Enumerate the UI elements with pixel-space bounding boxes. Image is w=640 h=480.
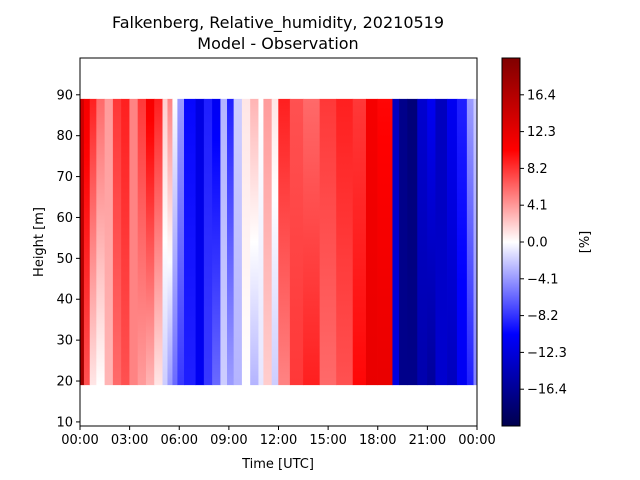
- heatmap-column: [121, 98, 130, 386]
- y-tick-label: 30: [56, 334, 73, 349]
- x-tick-label: 15:00: [309, 433, 346, 448]
- heatmap-column: [473, 98, 478, 386]
- heatmap-column: [271, 98, 279, 386]
- heatmap-column: [96, 98, 106, 386]
- heatmap-column: [203, 98, 213, 386]
- x-tick-label: 18:00: [359, 433, 396, 448]
- heatmap-column: [195, 98, 205, 386]
- heatmap-column: [212, 98, 221, 386]
- heatmap-column: [154, 98, 163, 386]
- heatmap-column: [162, 98, 168, 386]
- heatmap-column: [79, 98, 85, 386]
- colorbar-tick-label: 4.1: [527, 199, 548, 214]
- y-tick-label: 60: [56, 211, 73, 226]
- heatmap-column: [278, 98, 291, 386]
- heatmap-column: [399, 98, 408, 386]
- heatmap-column: [227, 98, 235, 386]
- heatmap-column: [289, 98, 304, 386]
- heatmap-column: [184, 98, 196, 386]
- heatmap-column: [220, 98, 228, 386]
- heatmap-column: [89, 98, 97, 386]
- colorbar-tick-label: 0.0: [527, 236, 548, 251]
- heatmap-column: [466, 98, 474, 386]
- colorbar-tick-label: −12.3: [527, 346, 567, 361]
- heatmap-column: [83, 98, 91, 386]
- heatmap-column: [407, 98, 418, 386]
- colorbar-label: [%]: [578, 231, 593, 254]
- heatmap-column: [137, 98, 147, 386]
- heatmap-column: [352, 98, 367, 386]
- heatmap-column: [427, 98, 436, 386]
- y-tick-label: 10: [56, 415, 73, 430]
- heatmap-column: [129, 98, 139, 386]
- heatmap-column: [319, 98, 337, 386]
- heatmap-column: [177, 98, 185, 386]
- y-tick-label: 80: [56, 129, 73, 144]
- x-tick-label: 06:00: [161, 433, 198, 448]
- heatmap-column: [172, 98, 178, 386]
- x-axis-ticks: 00:00 03:00 06:00 09:00 12:00 15:00 18:00 21:00…: [61, 426, 496, 448]
- heatmap-column: [167, 98, 173, 386]
- heatmap-column: [417, 98, 428, 386]
- y-tick-label: 70: [56, 170, 73, 185]
- heatmap-column: [258, 98, 264, 386]
- y-axis-ticks: 10 20 30 40 50 60 70 80 90: [56, 88, 80, 430]
- heatmap-column: [456, 98, 468, 386]
- heatmap-column: [145, 98, 155, 386]
- colorbar-tick-label: −16.4: [527, 383, 567, 398]
- heatmap-column: [435, 98, 448, 386]
- x-tick-label: 12:00: [260, 433, 297, 448]
- colorbar-tick-label: 16.4: [527, 88, 556, 103]
- heatmap-column: [241, 98, 251, 386]
- x-tick-label: 03:00: [111, 433, 148, 448]
- heatmap-cells: [79, 98, 478, 386]
- x-axis-label: Time [UTC]: [241, 457, 314, 472]
- y-tick-label: 50: [56, 252, 73, 267]
- heatmap-column: [392, 98, 400, 386]
- y-tick-label: 90: [56, 88, 73, 103]
- chart-title: Falkenberg, Relative_humidity, 20210519: [112, 13, 444, 33]
- colorbar-tick-label: 8.2: [527, 162, 548, 177]
- colorbar-ticks: 16.4 12.3 8.2 4.1 0.0 −4.1 −8.2 −12.3 −16.4: [520, 88, 567, 398]
- heatmap-column: [233, 98, 243, 386]
- heatmap-column: [447, 98, 458, 386]
- y-axis-label: Height [m]: [32, 207, 47, 277]
- heatmap-column: [336, 98, 354, 386]
- heatmap-column: [377, 98, 393, 386]
- x-tick-label: 00:00: [61, 433, 98, 448]
- chart-subtitle: Model - Observation: [197, 34, 358, 53]
- heatmap-column: [263, 98, 273, 386]
- y-tick-label: 40: [56, 293, 73, 308]
- x-tick-label: 00:00: [458, 433, 495, 448]
- colorbar-tick-label: −8.2: [527, 309, 559, 324]
- heatmap-column: [303, 98, 321, 386]
- colorbar-tick-label: 12.3: [527, 125, 556, 140]
- heatmap-column: [365, 98, 378, 386]
- x-tick-label: 21:00: [409, 433, 446, 448]
- heatmap-column: [112, 98, 122, 386]
- colorbar-tick-label: −4.1: [527, 272, 559, 287]
- heatmap-column: [250, 98, 259, 386]
- y-tick-label: 20: [56, 375, 73, 390]
- heatmap-column: [104, 98, 114, 386]
- colorbar: [501, 57, 521, 427]
- x-tick-label: 09:00: [210, 433, 247, 448]
